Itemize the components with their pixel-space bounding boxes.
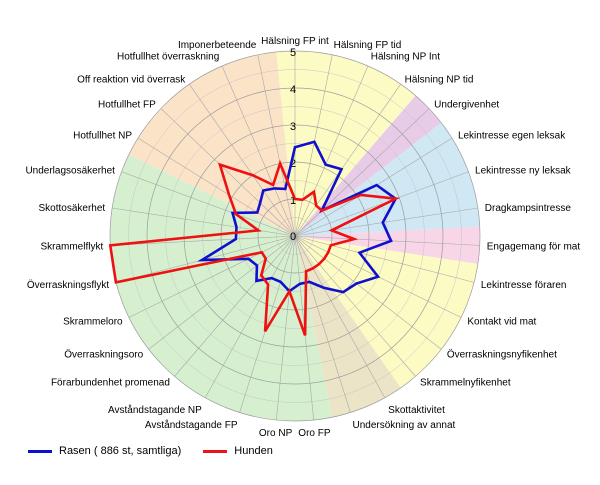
- axis-label: Hälsning FP int: [261, 36, 329, 47]
- chart-legend: Rasen ( 886 st, samtliga) Hunden: [28, 445, 273, 457]
- legend-item-hunden: Hunden: [203, 445, 273, 457]
- axis-label: Skrammelflykt: [40, 242, 103, 253]
- spoke-line: [294, 54, 333, 237]
- axis-label: Skrammeloro: [63, 317, 123, 328]
- axis-label: Oro NP: [259, 428, 293, 439]
- spoke-line: [294, 207, 478, 237]
- spoke-line: [294, 83, 401, 237]
- spoke-line: [239, 235, 296, 413]
- radial-tick-label: 4: [290, 84, 296, 96]
- legend-label-hunden: Hunden: [234, 445, 273, 457]
- spoke-line: [128, 235, 296, 318]
- sector-exploration: [295, 236, 401, 418]
- legend-swatch-hunden: [203, 449, 228, 453]
- spoke-line: [110, 235, 296, 246]
- axis-label: Hälsning NP tid: [405, 74, 474, 85]
- spoke-line: [189, 83, 296, 237]
- spoke-line: [294, 108, 430, 237]
- sector-play: [295, 122, 480, 236]
- axis-label: Undersökning av annat: [352, 420, 455, 431]
- spoke-line: [294, 235, 480, 246]
- spoke-line: [112, 207, 296, 237]
- axis-label: Hotfullhet NP: [73, 130, 132, 141]
- spoke-line: [294, 235, 442, 350]
- axis-label: Lekintresse ny leksak: [475, 165, 572, 176]
- axis-label: Förarbundenhet promenad: [51, 378, 170, 389]
- axis-label: Hälsning FP tid: [334, 40, 402, 51]
- series-line-0: [197, 140, 398, 294]
- sector-aggression: [128, 51, 295, 237]
- spoke-line: [160, 108, 296, 237]
- legend-item-rasen: Rasen ( 886 st, samtliga): [28, 445, 181, 457]
- spoke-line: [294, 235, 351, 413]
- axis-label: Hotfullhet överraskning: [117, 52, 219, 63]
- sector-greeting: [276, 51, 416, 237]
- spoke-line: [294, 235, 416, 377]
- spoke-line: [294, 235, 475, 283]
- axis-label: Hälsning NP Int: [371, 52, 441, 63]
- spoke-line: [121, 171, 296, 237]
- spoke-line: [221, 65, 296, 237]
- radial-tick-label: 3: [290, 121, 296, 133]
- axis-label: Undergivenhet: [434, 100, 499, 111]
- axis-label: Lekintresse egen leksak: [458, 130, 566, 141]
- spoke-line: [275, 235, 296, 421]
- spoke-line: [174, 235, 296, 377]
- spoke-line: [257, 54, 296, 237]
- axis-label: Överraskningsnyfikenhet: [447, 349, 557, 361]
- spoke-line: [294, 65, 369, 237]
- legend-label-rasen: Rasen ( 886 st, samtliga): [59, 445, 182, 457]
- axis-label: Off reaktion vid överrask: [77, 74, 186, 85]
- axis-label: Skottaktivitet: [388, 405, 445, 416]
- axis-label: Engagemang för mat: [487, 242, 581, 253]
- axis-label: Imponerbeteende: [178, 40, 257, 51]
- axis-label: Oro FP: [298, 428, 331, 439]
- sector-fear: [110, 154, 333, 421]
- axis-label: Lekintresse föraren: [481, 280, 567, 291]
- spoke-line: [137, 137, 296, 237]
- sector-food: [295, 226, 480, 265]
- axis-label: Avståndstagande FP: [145, 419, 238, 431]
- spoke-line: [204, 235, 296, 398]
- axis-label: Skottosäkerhet: [38, 203, 105, 214]
- radial-tick-label: 1: [290, 195, 296, 207]
- spoke-line: [148, 235, 296, 350]
- legend-swatch-rasen: [28, 449, 52, 453]
- radial-tick-label: 5: [290, 47, 296, 59]
- axis-label: Avståndstagande NP: [108, 404, 202, 416]
- axis-label: Kontakt vid mat: [467, 317, 536, 328]
- axis-label: Skrammelnyfikenhet: [420, 378, 511, 389]
- axis-label: Underlagsosäkerhet: [25, 165, 115, 176]
- spoke-line: [294, 235, 386, 398]
- axis-label: Dragkampsintresse: [485, 203, 572, 214]
- sector-curiosity: [295, 236, 478, 388]
- axis-label: Överraskningsoro: [64, 349, 143, 361]
- axis-label: Hotfullhet FP: [98, 100, 156, 111]
- radial-tick-label: 0: [290, 231, 296, 243]
- radial-tick-label: 2: [290, 158, 296, 170]
- series-line-1: [108, 159, 401, 336]
- axis-label: Överraskningsflykt: [27, 279, 109, 291]
- spoke-line: [294, 171, 469, 237]
